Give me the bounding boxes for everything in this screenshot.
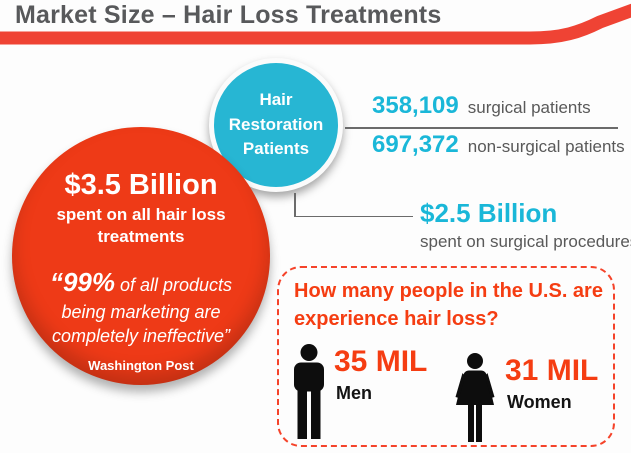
ribbon-swoosh — [0, 3, 631, 45]
quote-lead: “99% — [49, 266, 115, 297]
men-label: Men — [336, 383, 372, 403]
man-silhouette-icon — [294, 344, 324, 439]
surgical-patients-value: 358,109 — [372, 92, 459, 119]
total-market-value: $3.5 Billion — [64, 169, 218, 201]
page-title: Market Size – Hair Loss Treatments — [15, 1, 442, 29]
non-surgical-patients-label: non-surgical patients — [467, 137, 625, 156]
question-text: How many people in the U.S. are experien… — [294, 280, 603, 330]
quote-source: Washington Post — [88, 358, 194, 374]
surgical-patients-stat: 358,109 surgical patients — [372, 92, 591, 120]
washington-post-quote: “99% of all products being marketing are… — [31, 265, 251, 349]
total-market-label: spent on all hair loss treatments — [56, 205, 226, 247]
connector-vertical-line — [294, 193, 296, 217]
surgical-spend-block: $2.5 Billion spent on surgical procedure… — [420, 199, 631, 252]
stats-divider-line — [345, 127, 618, 129]
non-surgical-patients-stat: 697,372 non-surgical patients — [372, 131, 625, 159]
bubble-label: Hair Restoration Patients — [228, 90, 324, 159]
connector-horizontal-line — [294, 215, 413, 217]
question-box: How many people in the U.S. are experien… — [277, 266, 615, 447]
non-surgical-patients-value: 697,372 — [372, 131, 459, 158]
total-market-circle: $3.5 Billion spent on all hair loss trea… — [12, 127, 270, 385]
women-label: Women — [507, 392, 572, 412]
surgical-spend-label: spent on surgical procedures — [420, 231, 631, 251]
woman-silhouette-icon — [455, 353, 495, 442]
women-count: 31 MIL — [505, 354, 599, 387]
surgical-spend-value: $2.5 Billion — [420, 198, 558, 228]
quote-rest: of all products being marketing are comp… — [51, 274, 233, 346]
men-count: 35 MIL — [334, 345, 428, 378]
surgical-patients-label: surgical patients — [467, 98, 591, 117]
